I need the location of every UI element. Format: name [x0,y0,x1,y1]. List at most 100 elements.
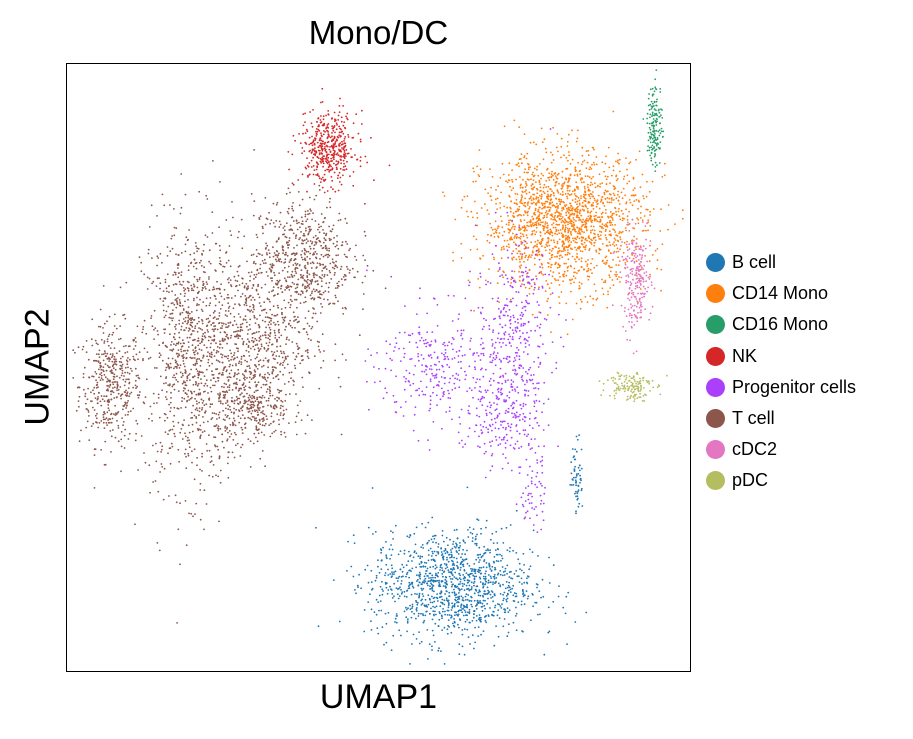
scatter-point [605,155,607,158]
scatter-point [584,248,587,251]
scatter-point [527,166,530,169]
scatter-point [580,257,583,260]
scatter-point [191,330,194,332]
scatter-point [598,220,601,223]
scatter-point [267,249,270,252]
scatter-point [285,408,288,411]
scatter-point [297,278,300,281]
scatter-point [589,166,592,169]
scatter-point [220,322,223,324]
scatter-point [558,232,560,235]
scatter-point [233,431,236,434]
scatter-point [320,303,322,305]
scatter-point [252,306,255,309]
scatter-point [226,315,229,317]
scatter-point [107,404,110,406]
scatter-point [98,325,100,328]
scatter-point [239,417,242,420]
scatter-point [454,218,457,221]
scatter-point [143,273,146,276]
scatter-point [477,174,480,176]
scatter-point [156,402,158,404]
scatter-point [305,220,307,223]
scatter-point [117,424,120,427]
scatter-point [278,237,280,239]
scatter-point [222,369,225,371]
scatter-point [288,261,291,263]
scatter-point [488,268,490,270]
scatter-point [102,332,105,334]
scatter-point [194,383,197,386]
scatter-point [518,224,521,227]
scatter-point [162,342,164,345]
scatter-point [304,300,307,303]
scatter-point [290,273,293,276]
scatter-point [559,254,562,257]
scatter-point [275,250,278,252]
scatter-point [257,324,260,326]
scatter-point [337,219,340,222]
scatter-point [256,368,259,370]
scatter-point [518,265,521,268]
scatter-point [126,392,128,395]
scatter-point [555,220,558,223]
scatter-point [193,297,195,300]
scatter-point [310,267,313,269]
scatter-point [557,198,560,201]
scatter-point [566,197,569,200]
scatter-point [266,316,269,319]
scatter-point [302,124,305,127]
scatter-point [252,253,255,256]
scatter-point [332,149,335,151]
scatter-point [295,253,298,256]
scatter-point [245,302,247,305]
scatter-point [321,274,324,276]
scatter-point [292,384,295,386]
scatter-point [231,389,234,391]
scatter-point [649,273,651,276]
scatter-point [334,150,336,153]
scatter-point [310,292,313,295]
scatter-point [647,219,650,222]
scatter-point [238,397,241,400]
scatter-point [222,409,225,412]
scatter-point [337,376,340,379]
scatter-point [311,297,314,299]
scatter-point [295,266,297,269]
scatter-point [536,239,539,242]
scatter-point [199,298,201,301]
scatter-point [575,260,577,263]
scatter-point [595,163,598,166]
scatter-point [241,392,243,394]
scatter-point [324,265,327,268]
scatter-point [579,169,581,172]
scatter-point [559,203,561,205]
scatter-point [238,230,240,233]
scatter-point [204,287,207,290]
scatter-point [317,223,320,226]
scatter-point [193,319,195,321]
scatter-point [198,370,201,373]
scatter-point [340,183,343,186]
scatter-point [326,206,328,209]
scatter-point [534,221,537,224]
scatter-point [215,342,217,345]
scatter-point [295,272,298,275]
scatter-point [239,304,241,307]
scatter-point [523,252,526,255]
scatter-point [656,259,659,262]
scatter-point [306,256,309,258]
scatter-point [667,204,670,206]
scatter-point [221,440,224,443]
scatter-point [608,221,611,224]
scatter-point [345,115,347,118]
scatter-point [245,343,248,345]
scatter-point [590,181,592,184]
scatter-point [291,275,293,277]
scatter-point [176,622,178,624]
scatter-point [341,143,344,146]
scatter-point [618,208,620,210]
scatter-point [610,174,613,177]
scatter-point [262,232,264,235]
scatter-point [217,393,219,395]
